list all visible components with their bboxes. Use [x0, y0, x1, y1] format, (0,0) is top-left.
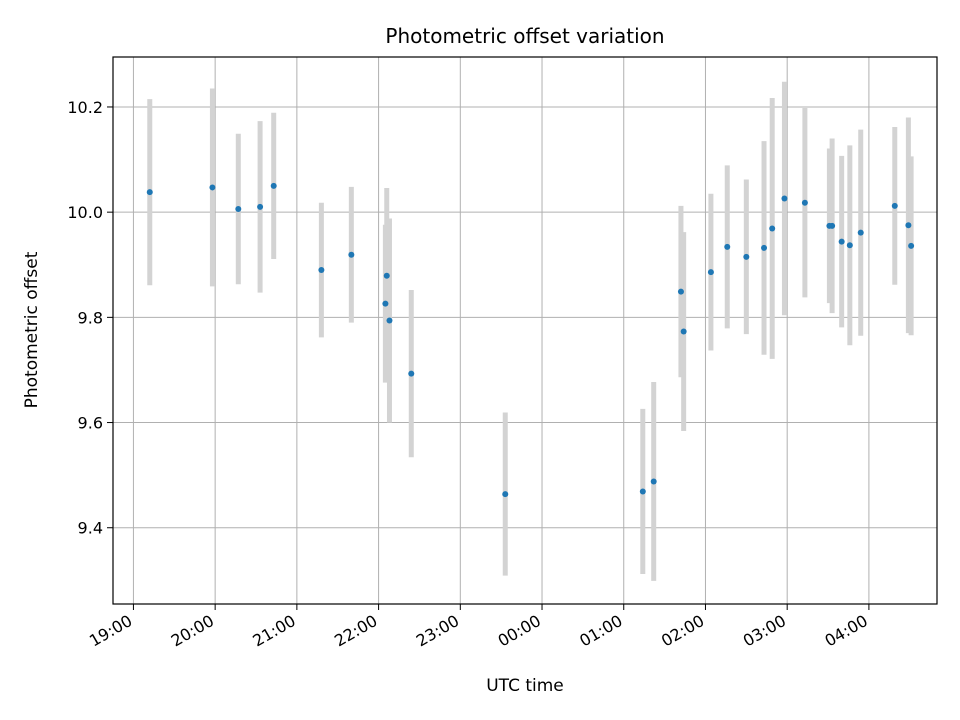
- data-point: [386, 317, 393, 324]
- data-point: [270, 182, 277, 189]
- data-point: [846, 242, 853, 249]
- data-point: [235, 206, 242, 213]
- data-point: [761, 244, 768, 251]
- data-point: [769, 225, 776, 232]
- y-tick-label: 9.8: [78, 308, 103, 327]
- plot-frame: [112, 56, 938, 605]
- data-point: [707, 269, 714, 276]
- data-point: [724, 243, 731, 250]
- data-point: [383, 272, 390, 279]
- x-axis-label: UTC time: [486, 676, 564, 696]
- data-point: [650, 478, 657, 485]
- data-point: [318, 267, 325, 274]
- data-point: [146, 189, 153, 196]
- data-point: [743, 253, 750, 260]
- data-point: [639, 488, 646, 495]
- y-tick-label: 9.4: [78, 519, 103, 538]
- data-point: [382, 300, 389, 307]
- data-point: [838, 238, 845, 245]
- data-point: [257, 203, 264, 210]
- y-tick-label: 10.2: [67, 98, 103, 117]
- data-point: [781, 195, 788, 202]
- data-point: [502, 491, 509, 498]
- data-point: [677, 288, 684, 295]
- data-point: [209, 184, 216, 191]
- y-axis-ticks: 9.4 9.6 9.8 10.0 10.2: [67, 98, 113, 538]
- data-point: [891, 202, 898, 209]
- data-point: [829, 222, 836, 229]
- data-point: [908, 242, 915, 249]
- data-point: [408, 370, 415, 377]
- y-tick-label: 9.6: [78, 414, 103, 433]
- data-point: [348, 251, 355, 258]
- y-axis-label: Photometric offset: [22, 251, 42, 408]
- data-points: [146, 182, 915, 498]
- data-point: [801, 199, 808, 206]
- data-point: [680, 328, 687, 335]
- grid: [113, 57, 937, 604]
- chart-title: Photometric offset variation: [385, 24, 664, 48]
- y-tick-label: 10.0: [67, 203, 103, 222]
- data-point: [905, 222, 912, 229]
- data-point: [857, 229, 864, 236]
